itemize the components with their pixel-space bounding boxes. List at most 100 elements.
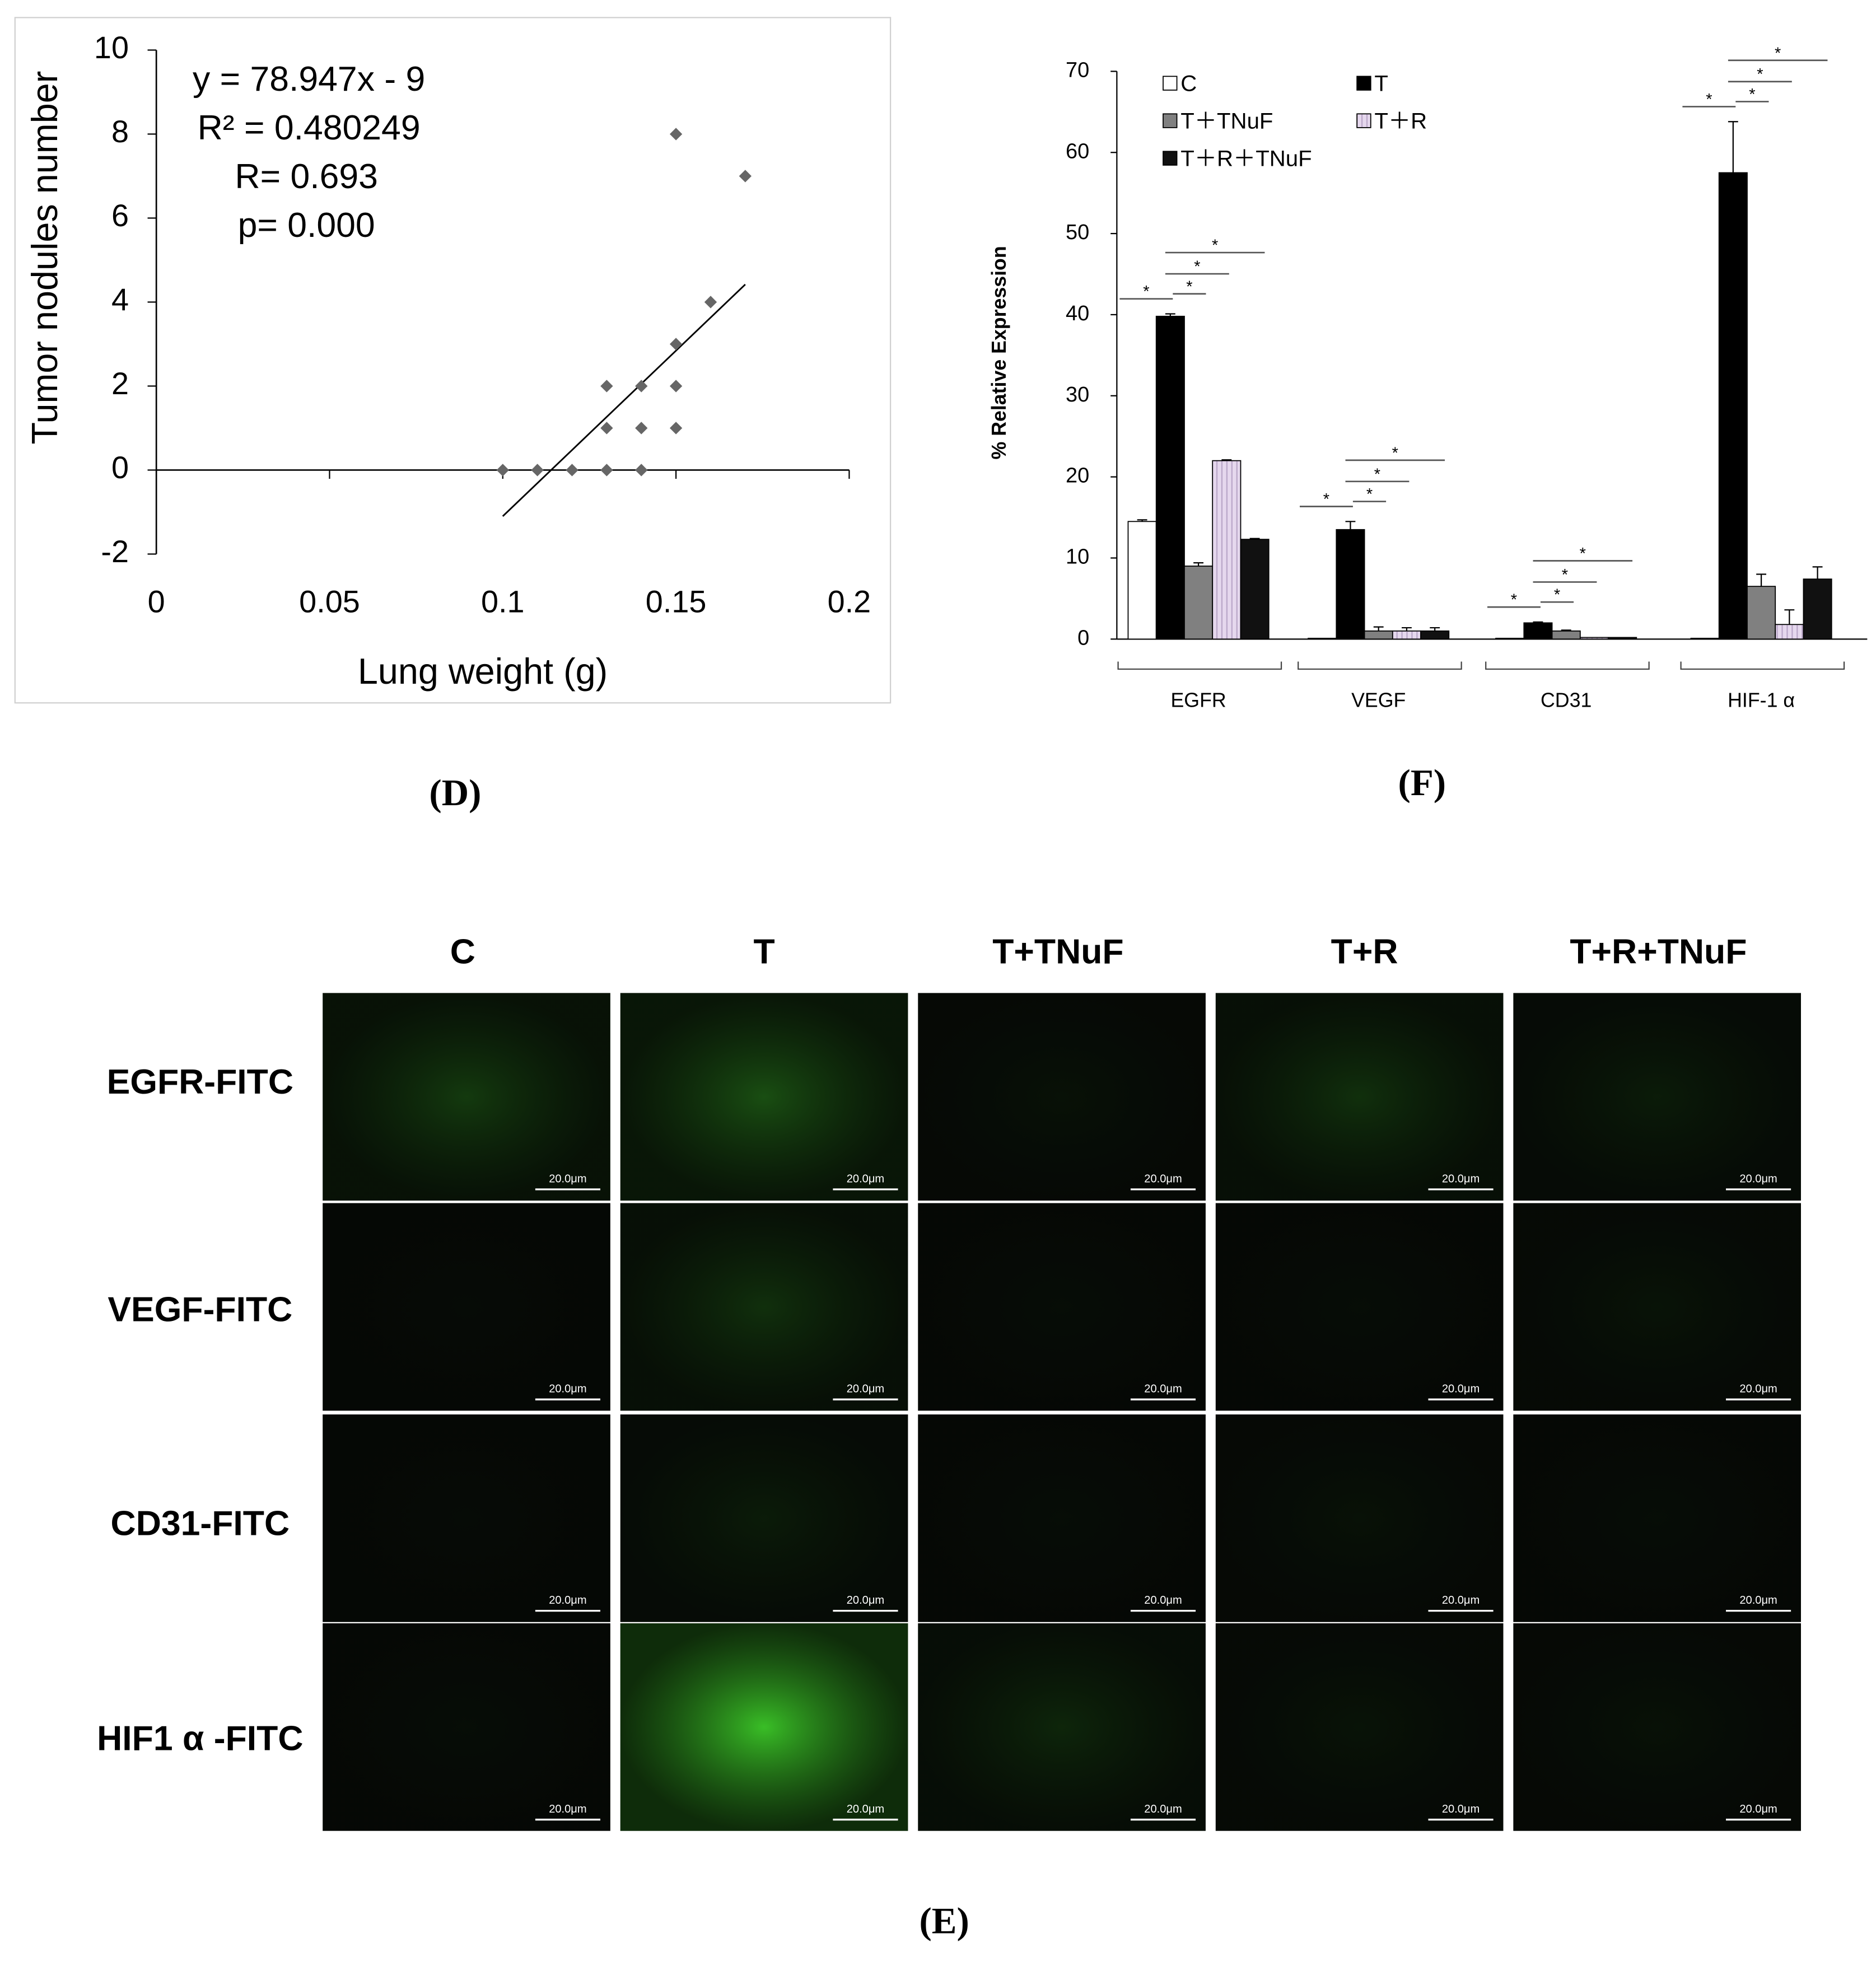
scale-bar-label: 20.0μm	[1144, 1803, 1182, 1815]
error-bar	[1728, 121, 1738, 173]
y-tick-label: 2	[111, 366, 129, 401]
x-tick-label: 0.1	[481, 584, 525, 619]
error-bar	[1533, 621, 1543, 623]
significance-label: *	[1775, 44, 1781, 62]
micrograph-signal	[1215, 1414, 1504, 1622]
x-tick-label: 0.15	[646, 584, 707, 619]
scale-bar-label: 20.0μm	[847, 1803, 884, 1815]
column-label: T+R+TNuF	[1570, 932, 1747, 972]
error-bar	[1430, 627, 1440, 631]
scale-bar-label: 20.0μm	[847, 1173, 884, 1185]
bar	[1523, 622, 1553, 640]
micrograph-signal	[1513, 1623, 1801, 1831]
y-tick-label: 60	[1066, 139, 1089, 163]
bar	[1420, 630, 1450, 640]
y-tick-label: 0	[111, 450, 129, 485]
x-tick-label: 0.2	[828, 584, 871, 619]
scale-bar-label: 20.0μm	[1442, 1594, 1480, 1607]
y-tick-label: -2	[101, 534, 129, 569]
x-tick-label: 0.05	[299, 584, 360, 619]
y-axis-label: % Relative Expression	[988, 246, 1010, 459]
micrograph-signal	[918, 1203, 1206, 1411]
bar	[1184, 566, 1214, 640]
y-tick-label: 30	[1066, 383, 1089, 407]
annotation: R= 0.693	[235, 157, 377, 196]
y-tick-label: 4	[111, 282, 129, 317]
micrograph-signal	[620, 993, 908, 1201]
significance-label: *	[1212, 237, 1218, 255]
annotation: y = 78.947x - 9	[193, 59, 425, 99]
error-bar	[1561, 629, 1571, 631]
bar	[1364, 630, 1393, 640]
scale-bar-label: 20.0μm	[549, 1594, 586, 1607]
significance-label: *	[1323, 491, 1329, 508]
scale-bar-label: 20.0μm	[1442, 1803, 1480, 1815]
error-bar	[1193, 562, 1204, 566]
data-point	[739, 170, 752, 183]
legend-swatch	[1163, 113, 1178, 128]
significance-label: *	[1143, 283, 1149, 301]
column-label: T+R	[1331, 932, 1398, 972]
micrograph-signal	[620, 1623, 908, 1831]
row-label: EGFR-FITC	[107, 1062, 293, 1101]
legend-label: T＋TNuF	[1180, 109, 1273, 134]
y-tick-label: 8	[111, 114, 129, 149]
trendline	[502, 283, 746, 517]
data-point	[669, 380, 683, 393]
scale-bar-label: 20.0μm	[1144, 1383, 1182, 1395]
micrograph-signal	[918, 993, 1206, 1201]
significance-label: *	[1392, 444, 1398, 462]
bar	[1551, 630, 1581, 640]
significance-label: *	[1580, 545, 1586, 563]
annotation: p= 0.000	[238, 206, 375, 245]
legend-swatch	[1356, 113, 1371, 128]
scale-bar-label: 20.0μm	[549, 1383, 586, 1395]
scale-bar-label: 20.0μm	[847, 1594, 884, 1607]
micrograph-signal	[918, 1623, 1206, 1831]
error-bar	[1812, 566, 1823, 580]
micrograph-signal	[323, 1203, 610, 1411]
row-label: HIF1 α -FITC	[97, 1719, 303, 1758]
micrograph-signal	[1215, 993, 1504, 1201]
micrograph-signal	[1513, 1203, 1801, 1411]
row-label: VEGF-FITC	[108, 1290, 292, 1329]
category-bracket	[1298, 661, 1462, 670]
micrograph-signal	[1513, 993, 1801, 1201]
error-bar	[1784, 609, 1795, 625]
column-label: T+TNuF	[992, 932, 1123, 972]
y-tick-label: 20	[1066, 464, 1089, 488]
bar	[1690, 637, 1720, 640]
significance-label: *	[1194, 258, 1200, 276]
legend-label: T	[1374, 71, 1388, 96]
data-point	[669, 128, 683, 141]
panel-label: (F)	[1398, 762, 1446, 804]
bar	[1308, 637, 1337, 640]
micrograph-signal	[323, 993, 610, 1201]
micrograph-signal	[918, 1414, 1206, 1622]
scale-bar-label: 20.0μm	[1442, 1173, 1480, 1185]
y-tick-label: 10	[94, 30, 129, 65]
scale-bar-label: 20.0μm	[549, 1803, 586, 1815]
panel-label: (D)	[429, 772, 481, 814]
x-tick-label: CD31	[1541, 689, 1592, 711]
x-tick-label: HIF-1 α	[1728, 689, 1795, 711]
category-bracket	[1680, 661, 1845, 670]
y-tick-label: 40	[1066, 302, 1089, 325]
micrograph-signal	[620, 1203, 908, 1411]
legend-swatch	[1356, 76, 1371, 91]
error-bar	[1345, 521, 1356, 530]
significance-label: *	[1374, 465, 1380, 483]
micrograph-signal	[1215, 1203, 1504, 1411]
bar	[1803, 578, 1832, 640]
panel-frame	[14, 17, 892, 704]
bar	[1579, 637, 1609, 640]
error-bar	[1402, 627, 1412, 631]
category-bracket	[1485, 661, 1650, 670]
y-axis-label: Tumor nodules number	[24, 71, 65, 445]
micrograph-signal	[323, 1623, 610, 1831]
column-label: T	[753, 932, 774, 972]
x-tick-label: 0	[148, 584, 165, 619]
bar	[1608, 637, 1637, 640]
